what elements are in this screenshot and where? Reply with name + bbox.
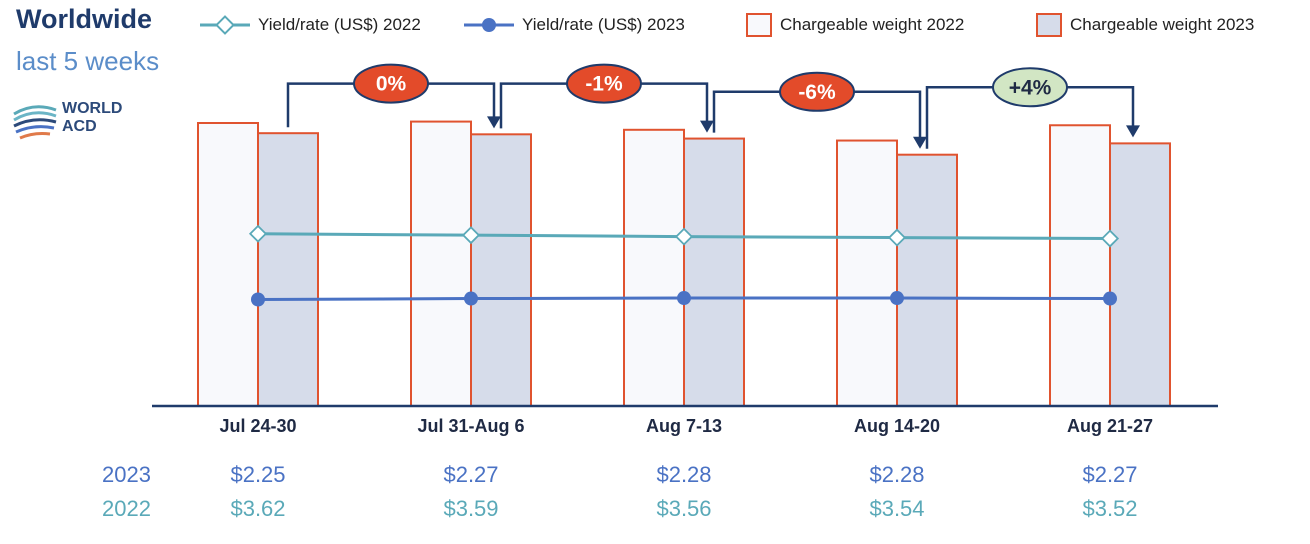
change-badge-4 (992, 67, 1068, 108)
bar-swatch-icon (746, 13, 772, 37)
value-label: $3.59 (443, 496, 498, 521)
legend-label: Chargeable weight 2022 (780, 15, 965, 34)
bar-2022-5 (1049, 124, 1111, 407)
value-label: $3.54 (869, 496, 924, 521)
change-badge-label: -1% (585, 73, 623, 96)
bar-2023-2 (470, 133, 532, 407)
value-label: $2.25 (230, 462, 285, 487)
bar-2022-1 (197, 122, 259, 407)
value-label: $2.28 (869, 462, 924, 487)
legend-item-yield-2022: Yield/rate (US$) 2022 (200, 10, 421, 40)
arrowhead-icon (1126, 125, 1140, 138)
line-circle-icon (464, 18, 514, 32)
chart-subtitle: last 5 weeks (16, 46, 160, 76)
legend-item-weight-2022: Chargeable weight 2022 (746, 10, 964, 40)
value-row-year: 2023 (102, 462, 151, 487)
change-badge-label: -6% (798, 81, 836, 104)
change-badge-label: 0% (376, 73, 407, 96)
point-yield-2023-3 (677, 291, 691, 306)
value-label: $3.52 (1082, 496, 1137, 521)
point-yield-2022-2 (461, 226, 481, 245)
line-diamond-icon (200, 15, 250, 35)
point-yield-2022-5 (1100, 229, 1120, 248)
point-yield-2023-4 (890, 291, 904, 306)
value-label: $2.27 (1082, 462, 1137, 487)
logo-line2: ACD (62, 118, 97, 135)
point-yield-2022-1 (248, 224, 268, 243)
value-label: $2.27 (443, 462, 498, 487)
point-yield-2022-3 (674, 227, 694, 246)
x-tick-label: Jul 31-Aug 6 (417, 416, 524, 436)
bar-swatch-icon (1036, 13, 1062, 37)
world-acd-logo: WORLD ACD (12, 100, 142, 150)
x-tick-label: Aug 21-27 (1067, 416, 1153, 436)
point-yield-2022-4 (887, 228, 907, 247)
change-badge-2 (566, 63, 642, 104)
change-badge-label: +4% (1009, 76, 1052, 99)
legend-label: Yield/rate (US$) 2022 (258, 15, 421, 34)
bar-2023-4 (896, 153, 958, 407)
change-badge-1 (353, 63, 429, 104)
change-badge-3 (779, 71, 855, 112)
point-yield-2023-5 (1103, 291, 1117, 306)
point-yield-2023-2 (464, 291, 478, 306)
value-label: $3.62 (230, 496, 285, 521)
value-label: $3.56 (656, 496, 711, 521)
bar-2023-3 (683, 137, 745, 407)
chart-title: Worldwide (16, 4, 153, 34)
value-label: $2.28 (656, 462, 711, 487)
point-yield-2023-1 (251, 292, 265, 307)
bar-2023-5 (1109, 142, 1171, 407)
x-tick-label: Aug 7-13 (646, 416, 722, 436)
x-tick-label: Aug 14-20 (854, 416, 940, 436)
legend-label: Chargeable weight 2023 (1070, 15, 1255, 34)
legend-item-weight-2023: Chargeable weight 2023 (1036, 10, 1254, 40)
arrowhead-icon (913, 136, 927, 149)
logo-swoosh-icon (13, 105, 57, 140)
legend-label: Yield/rate (US$) 2023 (522, 15, 685, 34)
arrowhead-icon (700, 120, 714, 133)
bar-2023-1 (257, 132, 319, 408)
logo-line1: WORLD (62, 100, 123, 117)
bar-2022-2 (410, 120, 472, 408)
x-tick-label: Jul 24-30 (219, 416, 296, 436)
arrowhead-icon (487, 116, 501, 129)
legend-item-yield-2023: Yield/rate (US$) 2023 (464, 10, 685, 40)
bar-2022-3 (623, 128, 685, 408)
value-row-year: 2022 (102, 496, 151, 521)
bar-2022-4 (836, 139, 898, 408)
